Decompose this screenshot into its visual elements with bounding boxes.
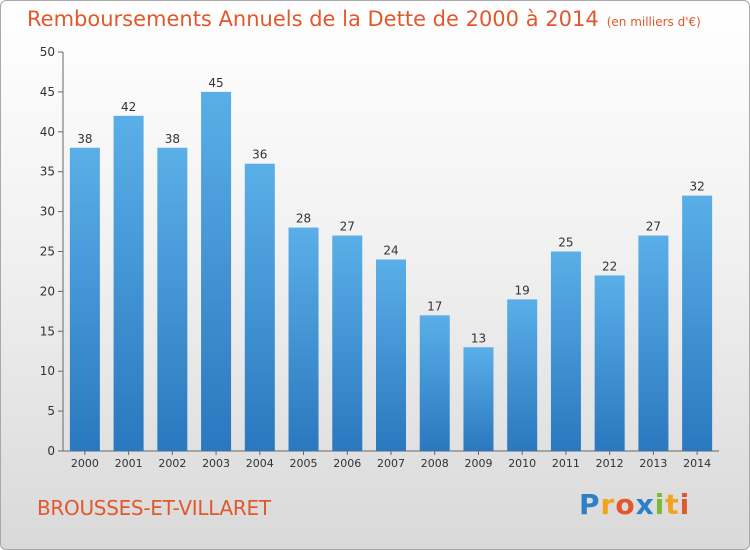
bar-2003 bbox=[201, 91, 232, 452]
y-tick-label: 15 bbox=[40, 324, 55, 338]
x-tick-label: 2006 bbox=[333, 457, 361, 470]
y-tick-label: 0 bbox=[47, 444, 55, 458]
x-tick-label: 2005 bbox=[290, 457, 318, 470]
chart-title: Remboursements Annuels de la Dette de 20… bbox=[27, 7, 701, 31]
y-tick-label: 30 bbox=[40, 205, 55, 219]
bar-2011 bbox=[550, 251, 581, 451]
x-tick-label: 2010 bbox=[508, 457, 536, 470]
title-unit: (en milliers d'€) bbox=[606, 15, 701, 29]
chart-bars bbox=[69, 91, 713, 452]
value-label-2001: 42 bbox=[121, 100, 136, 114]
y-tick-label: 35 bbox=[40, 165, 55, 179]
value-label-2000: 38 bbox=[77, 132, 92, 146]
value-label-2006: 27 bbox=[340, 220, 355, 234]
bar-2004 bbox=[244, 163, 275, 451]
x-tick-label: 2007 bbox=[377, 457, 405, 470]
proxiti-logo: Proxiti bbox=[579, 488, 691, 521]
bar-2014 bbox=[682, 195, 713, 451]
y-tick-label: 25 bbox=[40, 245, 55, 259]
x-tick-label: 2000 bbox=[71, 457, 99, 470]
bar-2006 bbox=[332, 235, 363, 451]
value-label-2002: 38 bbox=[165, 132, 180, 146]
x-tick-label: 2001 bbox=[115, 457, 143, 470]
value-label-2008: 17 bbox=[427, 299, 442, 313]
y-tick-label: 10 bbox=[40, 364, 55, 378]
bar-2000 bbox=[69, 147, 100, 451]
y-tick-label: 5 bbox=[47, 404, 55, 418]
bar-2005 bbox=[288, 227, 319, 451]
y-tick-label: 40 bbox=[40, 125, 55, 139]
x-tick-label: 2011 bbox=[552, 457, 580, 470]
chart-value-labels: 38 42 38 45 36 28 27 24 17 13 19 25 22 27 32 bbox=[77, 76, 705, 345]
value-label-2009: 13 bbox=[471, 331, 486, 345]
x-tick-label: 2014 bbox=[683, 457, 711, 470]
x-tick-label: 2002 bbox=[158, 457, 186, 470]
y-tick-label: 50 bbox=[40, 45, 55, 59]
bar-2013 bbox=[638, 235, 669, 451]
bar-2007 bbox=[376, 259, 406, 451]
x-tick-label: 2003 bbox=[202, 457, 230, 470]
value-label-2012: 22 bbox=[602, 259, 617, 273]
bar-2012 bbox=[594, 275, 625, 451]
title-text: Remboursements Annuels de la Dette de 20… bbox=[27, 7, 599, 31]
bar-2010 bbox=[507, 299, 538, 451]
bar-2002 bbox=[157, 147, 188, 451]
y-tick-label: 20 bbox=[40, 284, 55, 298]
value-label-2013: 27 bbox=[646, 220, 661, 234]
bar-2001 bbox=[113, 115, 144, 451]
y-tick-label: 45 bbox=[40, 85, 55, 99]
value-label-2011: 25 bbox=[558, 236, 573, 250]
value-label-2010: 19 bbox=[515, 283, 530, 297]
chart-axes: 0 5 10 15 20 25 30 35 40 45 50 2000 2001 2002 2003 2004… bbox=[40, 45, 719, 470]
value-label-2007: 24 bbox=[383, 243, 398, 257]
value-label-2004: 36 bbox=[252, 148, 267, 162]
town-name: BROUSSES-ET-VILLARET bbox=[37, 496, 271, 520]
x-tick-label: 2008 bbox=[421, 457, 449, 470]
bar-2008 bbox=[419, 315, 450, 451]
x-tick-label: 2013 bbox=[639, 457, 667, 470]
x-tick-label: 2004 bbox=[246, 457, 274, 470]
x-tick-label: 2009 bbox=[464, 457, 492, 470]
x-tick-label: 2012 bbox=[596, 457, 624, 470]
value-label-2005: 28 bbox=[296, 212, 311, 226]
value-label-2014: 32 bbox=[689, 180, 704, 194]
value-label-2003: 45 bbox=[208, 76, 223, 90]
bar-2009 bbox=[463, 347, 494, 451]
